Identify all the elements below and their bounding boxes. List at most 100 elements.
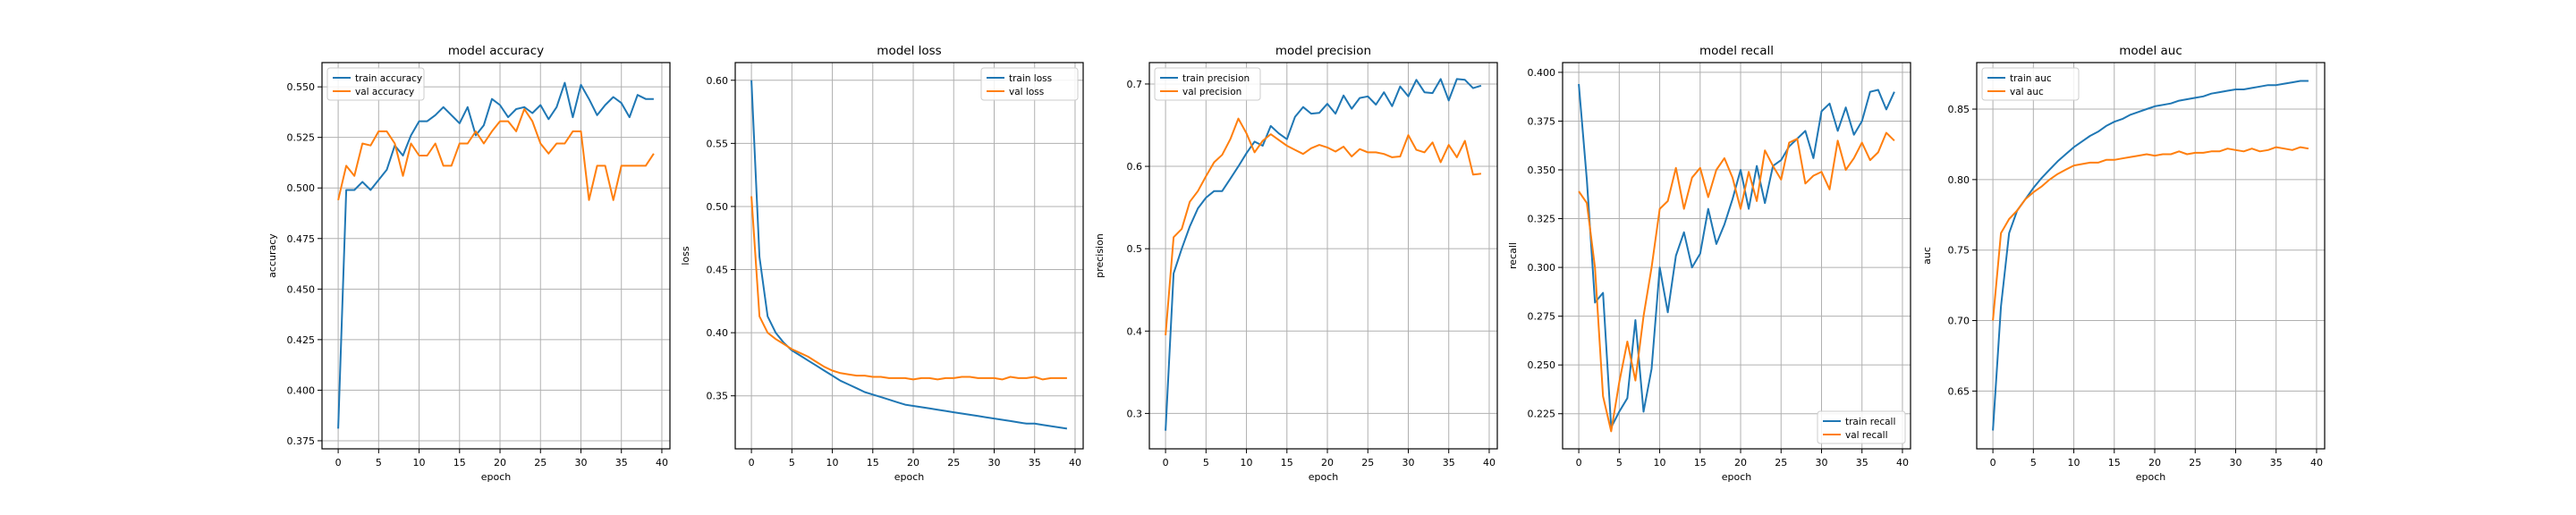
y-axis-label: loss: [680, 246, 691, 266]
x-tick-label: 25: [2189, 457, 2201, 469]
y-tick-label: 0.70: [1948, 316, 1970, 327]
chart-panel-5: 0 5 10 15 20 25 30 35 40 0.65 0.70 0.75 0.80 0.85 mode…: [1921, 44, 2326, 483]
series-line-val: [337, 108, 655, 201]
x-tick-label: 0: [335, 457, 342, 469]
x-tick-label: 0: [1576, 457, 1582, 469]
x-tick-label: 5: [789, 457, 795, 469]
x-tick-label: 0: [1163, 457, 1169, 469]
series-line-val: [1578, 131, 1895, 433]
x-tick-label: 5: [376, 457, 382, 469]
y-tick-label: 0.375: [1528, 115, 1556, 127]
series-line-train: [337, 81, 654, 429]
x-tick-label: 25: [1775, 457, 1787, 469]
y-tick-label: 0.225: [1528, 409, 1556, 420]
x-tick-label: 15: [867, 457, 879, 469]
x-tick-label: 0: [749, 457, 755, 469]
x-tick-label: 30: [1402, 457, 1414, 469]
legend-label: train accuracy: [355, 73, 422, 84]
axes-frame: [1148, 62, 1498, 450]
y-tick-label: 0.425: [287, 334, 316, 346]
y-axis-label: recall: [1507, 242, 1519, 269]
legend-box: [1981, 67, 2080, 101]
x-tick-label: 25: [534, 457, 547, 469]
y-axis-label: precision: [1094, 233, 1106, 278]
chart-panel-3: 0 5 10 15 20 25 30 35 40 0.3 0.4 0.5 0.6 0.7 model pre…: [1094, 44, 1498, 483]
x-tick-label: 20: [1321, 457, 1334, 469]
y-tick-label: 0.5: [1127, 243, 1143, 255]
y-axis-label: accuracy: [267, 233, 278, 278]
series-line-val: [1165, 117, 1482, 335]
y-tick-label: 0.500: [287, 182, 316, 194]
axes-frame: [321, 62, 671, 450]
legend-label: train loss: [1009, 73, 1052, 84]
x-tick-label: 10: [413, 457, 426, 469]
y-tick-label: 0.7: [1127, 79, 1143, 90]
axes-frame: [1976, 62, 2326, 450]
y-tick-label: 0.550: [287, 81, 316, 93]
x-tick-label: 15: [453, 457, 466, 469]
y-tick-label: 0.4: [1127, 325, 1143, 337]
series-line-train: [1165, 78, 1482, 431]
legend-label: train auc: [2010, 73, 2052, 84]
y-axis-label: auc: [1921, 247, 1933, 265]
x-tick-label: 40: [1896, 457, 1909, 469]
x-tick-label: 40: [1069, 457, 1081, 469]
x-tick-label: 30: [1815, 457, 1827, 469]
y-tick-label: 0.300: [1528, 262, 1556, 274]
y-tick-label: 0.55: [707, 138, 729, 149]
x-tick-label: 15: [1694, 457, 1707, 469]
x-tick-label: 10: [1241, 457, 1253, 469]
series-line-train: [1992, 80, 2309, 431]
x-tick-label: 20: [494, 457, 506, 469]
legend: train auc val auc: [1981, 67, 2080, 101]
y-tick-label: 0.400: [287, 384, 316, 396]
x-tick-label: 30: [987, 457, 1000, 469]
y-tick-label: 0.275: [1528, 311, 1556, 323]
legend: train accuracy val accuracy: [326, 67, 425, 101]
x-tick-label: 30: [2229, 457, 2241, 469]
y-tick-label: 0.75: [1948, 245, 1970, 257]
y-tick-label: 0.350: [1528, 165, 1556, 176]
y-tick-label: 0.60: [707, 75, 729, 87]
y-tick-label: 0.475: [287, 233, 316, 245]
x-tick-label: 35: [1029, 457, 1041, 469]
legend-label: train precision: [1182, 73, 1250, 84]
x-tick-label: 10: [1654, 457, 1666, 469]
legend: train precision val precision: [1154, 67, 1261, 101]
legend-label: val accuracy: [355, 87, 414, 97]
y-tick-label: 0.400: [1528, 67, 1556, 79]
x-tick-label: 20: [907, 457, 919, 469]
x-axis-label: epoch: [894, 471, 925, 483]
chart-title: model loss: [877, 44, 941, 58]
y-tick-label: 0.6: [1127, 161, 1143, 173]
series-line-val: [750, 196, 1067, 381]
legend-box: [1154, 67, 1261, 101]
chart-panel-2: 0 5 10 15 20 25 30 35 40 0.35 0.40 0.45 0.50 0.55 0.60…: [680, 44, 1084, 483]
x-tick-label: 25: [1361, 457, 1374, 469]
x-axis-label: epoch: [2136, 471, 2166, 483]
x-tick-label: 40: [2310, 457, 2323, 469]
x-tick-label: 0: [1990, 457, 1996, 469]
legend-label: val loss: [1009, 87, 1044, 97]
y-tick-label: 0.45: [707, 265, 729, 276]
x-tick-label: 5: [1616, 457, 1623, 469]
legend-label: val precision: [1182, 87, 1241, 97]
y-tick-label: 0.375: [287, 435, 316, 447]
legend: train loss val loss: [980, 67, 1079, 101]
legend-label: val auc: [2010, 87, 2044, 97]
chart-title: model recall: [1699, 44, 1774, 58]
x-tick-label: 40: [656, 457, 668, 469]
x-tick-label: 15: [1281, 457, 1293, 469]
y-tick-label: 0.80: [1948, 174, 1970, 186]
x-tick-label: 35: [1443, 457, 1455, 469]
y-tick-label: 0.325: [1528, 214, 1556, 225]
x-tick-label: 35: [615, 457, 628, 469]
axes-frame: [734, 62, 1084, 450]
x-axis-label: epoch: [1722, 471, 1752, 483]
x-tick-label: 40: [1483, 457, 1496, 469]
chart-title: model precision: [1275, 44, 1371, 58]
x-tick-label: 5: [1203, 457, 1209, 469]
chart-title: model auc: [2119, 44, 2182, 58]
x-axis-label: epoch: [1309, 471, 1339, 483]
